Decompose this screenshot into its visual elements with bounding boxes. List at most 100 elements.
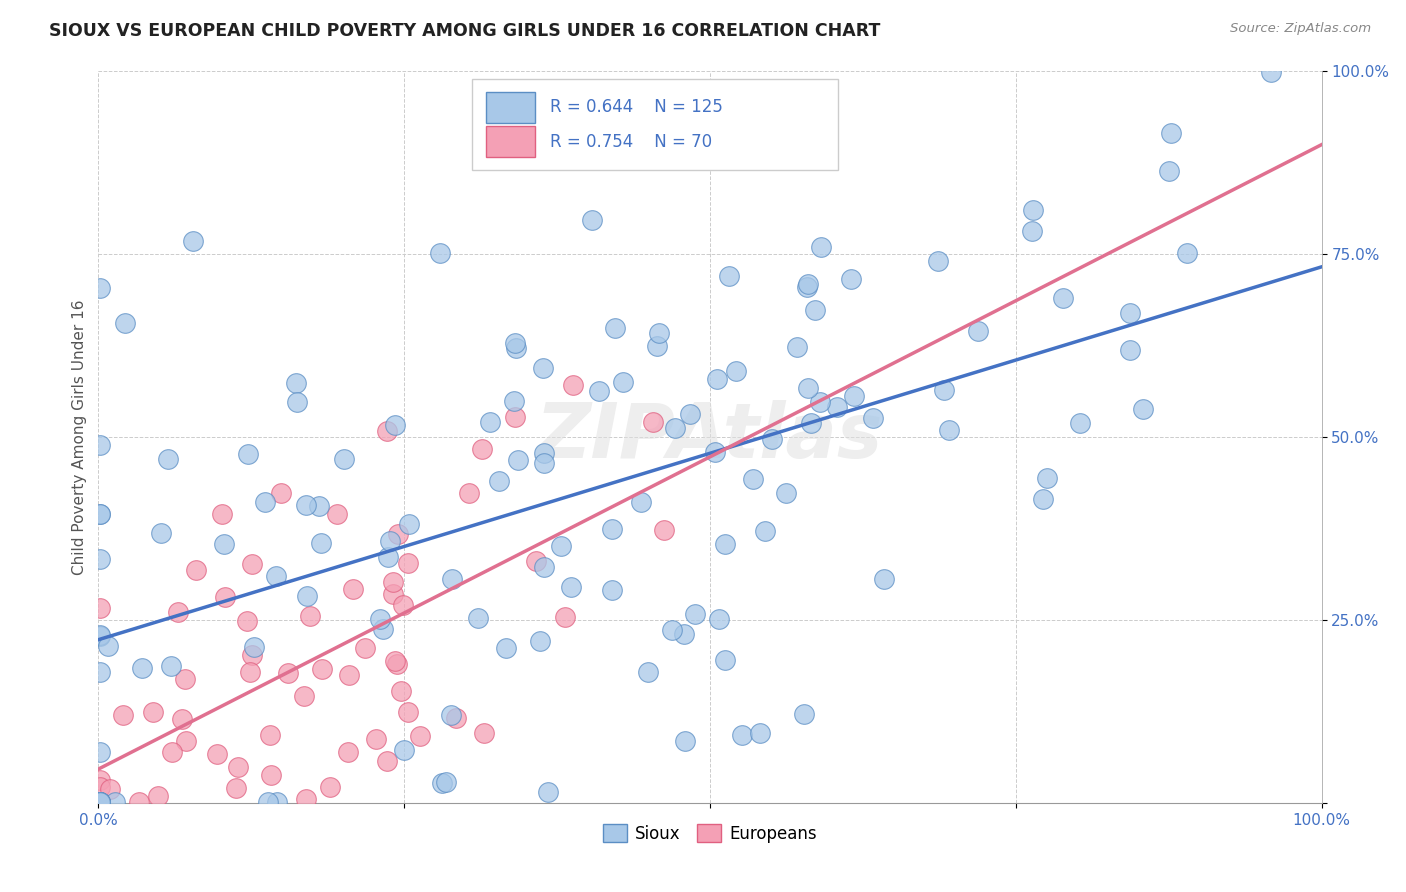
- Point: [295, 498, 318, 512]
- Point: [366, 732, 388, 747]
- Point: [872, 572, 894, 586]
- Point: [581, 213, 603, 227]
- Point: [97, 639, 120, 653]
- Point: [793, 706, 815, 721]
- Point: [444, 711, 467, 725]
- Point: [741, 472, 763, 486]
- Point: [333, 452, 356, 467]
- Point: [243, 640, 266, 655]
- Point: [128, 795, 150, 809]
- Point: [266, 795, 288, 809]
- Point: [254, 495, 277, 509]
- Point: [89, 780, 111, 794]
- Point: [645, 339, 668, 353]
- Point: [375, 424, 398, 438]
- Point: [800, 416, 823, 430]
- Point: [89, 795, 111, 809]
- Point: [503, 393, 526, 408]
- Point: [714, 537, 737, 551]
- Text: Source: ZipAtlas.com: Source: ZipAtlas.com: [1230, 22, 1371, 36]
- Point: [398, 516, 420, 531]
- Point: [679, 407, 702, 421]
- Point: [561, 377, 583, 392]
- Point: [717, 268, 740, 283]
- Point: [170, 713, 193, 727]
- Point: [731, 728, 754, 742]
- Point: [550, 539, 572, 553]
- Point: [1052, 292, 1074, 306]
- Point: [471, 442, 494, 456]
- Point: [408, 729, 430, 743]
- Point: [299, 609, 322, 624]
- Point: [214, 590, 236, 604]
- Point: [89, 795, 111, 809]
- Point: [754, 524, 776, 538]
- Point: [318, 780, 340, 794]
- Point: [214, 537, 236, 551]
- Point: [183, 234, 205, 248]
- Point: [98, 781, 121, 796]
- Point: [842, 389, 865, 403]
- Point: [378, 534, 401, 549]
- Point: [89, 551, 111, 566]
- Point: [862, 411, 884, 425]
- Legend: Sioux, Europeans: Sioux, Europeans: [596, 818, 824, 849]
- Point: [495, 640, 517, 655]
- Point: [713, 653, 735, 667]
- Point: [89, 745, 111, 759]
- Point: [89, 665, 111, 679]
- Point: [89, 795, 111, 809]
- Point: [89, 437, 111, 451]
- Point: [673, 627, 696, 641]
- Point: [641, 415, 664, 429]
- Point: [503, 336, 526, 351]
- Point: [104, 795, 127, 809]
- Point: [396, 706, 419, 720]
- Point: [337, 667, 360, 681]
- Point: [89, 795, 111, 809]
- Point: [370, 612, 392, 626]
- Point: [89, 795, 111, 809]
- Point: [664, 420, 686, 434]
- Point: [1032, 491, 1054, 506]
- Point: [384, 417, 406, 432]
- Point: [630, 494, 652, 508]
- Point: [808, 394, 831, 409]
- Point: [89, 795, 111, 809]
- Point: [160, 659, 183, 673]
- Point: [391, 598, 413, 612]
- Point: [382, 574, 405, 589]
- Point: [775, 486, 797, 500]
- Point: [786, 341, 808, 355]
- Point: [387, 526, 409, 541]
- Point: [648, 326, 671, 341]
- Point: [531, 360, 554, 375]
- Point: [441, 572, 464, 586]
- Point: [524, 554, 547, 568]
- Point: [89, 795, 111, 809]
- Point: [292, 689, 315, 703]
- Point: [89, 507, 111, 521]
- Point: [505, 341, 527, 355]
- Point: [308, 499, 330, 513]
- Point: [384, 654, 406, 668]
- Text: SIOUX VS EUROPEAN CHILD POVERTY AMONG GIRLS UNDER 16 CORRELATION CHART: SIOUX VS EUROPEAN CHILD POVERTY AMONG GI…: [49, 22, 880, 40]
- Point: [89, 795, 111, 809]
- Point: [205, 747, 228, 761]
- Point: [1021, 224, 1043, 238]
- Point: [89, 601, 111, 615]
- Point: [1119, 343, 1142, 357]
- Point: [257, 795, 280, 809]
- Point: [211, 507, 233, 521]
- Point: [749, 726, 772, 740]
- Point: [89, 795, 111, 809]
- Point: [270, 485, 292, 500]
- Point: [157, 452, 180, 467]
- Point: [488, 474, 510, 488]
- Point: [436, 775, 458, 789]
- Point: [381, 587, 404, 601]
- Point: [430, 776, 453, 790]
- Point: [259, 728, 281, 742]
- Point: [89, 795, 111, 809]
- Point: [114, 316, 136, 330]
